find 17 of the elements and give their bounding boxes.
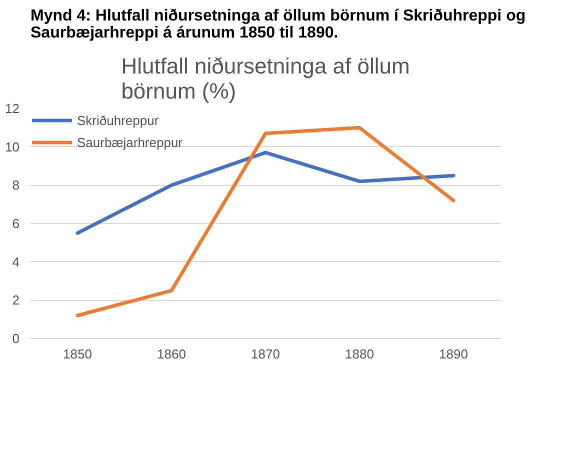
x-tick-label: 1850 [63, 346, 92, 362]
legend-label: Saurbæjarhreppur [77, 134, 183, 150]
x-tick-label: 1890 [439, 346, 468, 362]
y-tick-label: 8 [12, 178, 20, 193]
y-tick-label: 12 [5, 101, 20, 116]
line-series [76, 150, 456, 235]
y-tick-label: 10 [5, 139, 20, 154]
chart-title: Mynd 4: Hlutfall niðursetninga af öllum börnum í Skriðuhreppi og Saurbæjarhreppi á árunum 1850 til 1890. [30, 8, 526, 42]
legend-label: Skriðuhreppur [77, 112, 159, 128]
y-tick-label: 0 [12, 331, 20, 346]
x-tick-label: 1860 [157, 346, 186, 362]
y-tick-label: 6 [12, 216, 20, 231]
x-tick-label: 1880 [345, 346, 374, 362]
y-tick-label: 2 [12, 292, 20, 308]
chart-subtitle: Hlutfall niðursetninga af öllum börnum (%) [121, 54, 410, 104]
y-tick-label: 4 [12, 254, 20, 270]
x-tick-label: 1870 [251, 346, 280, 362]
